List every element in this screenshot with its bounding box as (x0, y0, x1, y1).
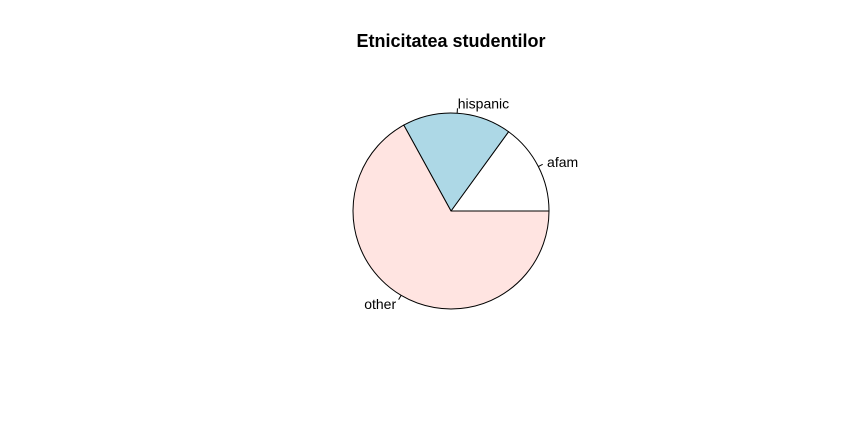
chart-title: Etnicitatea studentilor (356, 31, 545, 51)
slice-label-other: other (364, 296, 396, 312)
slice-label-hispanic: hispanic (458, 95, 509, 111)
leader-line-afam (538, 164, 542, 166)
leader-line-other (399, 295, 401, 299)
pie-slices (353, 113, 549, 309)
slice-label-afam: afam (547, 154, 578, 170)
